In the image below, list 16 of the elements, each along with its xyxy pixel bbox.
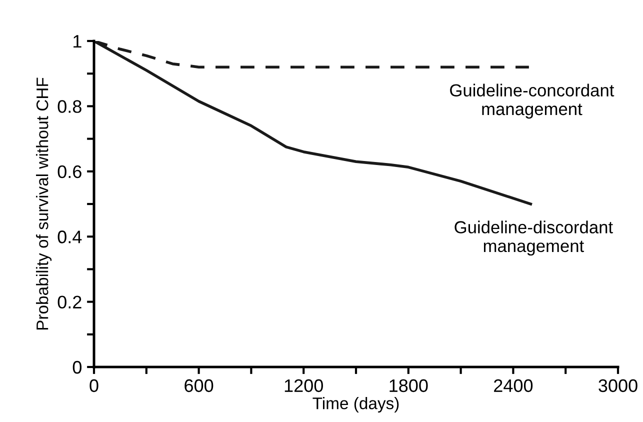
x-tick-label: 1200 xyxy=(284,379,323,392)
x-tick-label: 3000 xyxy=(598,379,638,392)
series-label: Guideline-discordant management xyxy=(454,220,613,256)
y-tick-label: 0.2 xyxy=(58,296,82,309)
x-tick-label: 0 xyxy=(90,379,98,392)
y-tick-label: 0.4 xyxy=(58,230,82,244)
y-tick-label: 1 xyxy=(74,35,82,48)
x-tick-label: 600 xyxy=(184,379,214,392)
x-tick-label: 1800 xyxy=(390,379,428,392)
y-tick-label: 0.6 xyxy=(58,165,82,178)
y-axis-title: Probability of survival without CHF xyxy=(36,78,52,330)
y-tick-label: 0 xyxy=(72,360,82,374)
y-tick-label: 0.8 xyxy=(58,100,82,113)
x-axis-title: Time (days) xyxy=(312,397,399,413)
x-tick-label: 2400 xyxy=(494,379,533,392)
series-label: Guideline-concordant management xyxy=(450,84,614,119)
